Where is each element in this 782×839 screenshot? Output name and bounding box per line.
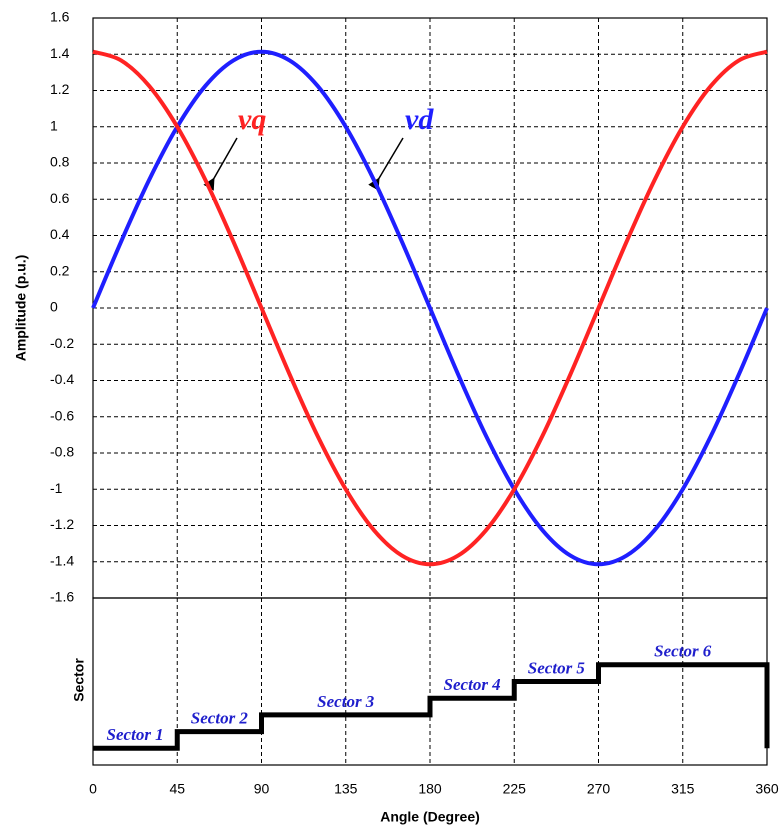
- y-tick-label: 0.4: [50, 226, 70, 242]
- curve: [92, 49, 768, 567]
- y-tick-label: -1.4: [50, 552, 74, 568]
- y-tick-label: -0.4: [50, 371, 74, 387]
- sector-label: Sector 3: [317, 692, 375, 711]
- y-tick-label: 1: [50, 117, 58, 133]
- arrow: [203, 137, 238, 191]
- sector-label: Sector 4: [444, 675, 501, 694]
- y-axis-label: Sector: [71, 658, 87, 702]
- y-tick-label: 1.6: [50, 9, 70, 25]
- x-tick-label: 315: [671, 781, 695, 797]
- step-line: [93, 662, 770, 751]
- y-tick-label: 1.4: [50, 45, 70, 61]
- y-tick-label: -0.2: [50, 335, 74, 351]
- x-tick-label: 135: [334, 781, 358, 797]
- sector-label: Sector 5: [528, 658, 586, 677]
- y-tick-label: 0.8: [50, 154, 70, 170]
- y-tick-label: 0.6: [50, 190, 70, 206]
- x-tick-label: 270: [587, 781, 611, 797]
- y-tick-label: -1.6: [50, 589, 74, 605]
- x-axis-label: Angle (Degree): [380, 809, 480, 825]
- y-axis-label: Amplitude (p.u.): [13, 255, 29, 362]
- x-tick-label: 0: [89, 781, 97, 797]
- sector-label: Sector 2: [191, 709, 249, 728]
- y-tick-label: 0: [50, 299, 58, 315]
- sector-label: Sector 6: [654, 642, 712, 661]
- curve: [91, 49, 769, 567]
- y-tick-label: -1.2: [50, 516, 74, 532]
- y-tick-label: -0.8: [50, 444, 74, 460]
- x-tick-label: 360: [755, 781, 779, 797]
- x-tick-label: 225: [503, 781, 527, 797]
- sector-label: Sector 1: [107, 725, 164, 744]
- x-tick-label: 180: [418, 781, 442, 797]
- x-tick-label: 90: [254, 781, 270, 797]
- series-label: vd: [405, 103, 434, 136]
- y-tick-label: -1: [50, 480, 63, 496]
- y-tick-label: 1.2: [50, 81, 70, 97]
- series-label: vq: [238, 103, 266, 136]
- y-tick-label: -0.6: [50, 407, 74, 423]
- y-tick-label: 0.2: [50, 262, 70, 278]
- x-tick-label: 45: [169, 781, 185, 797]
- arrow: [368, 137, 404, 191]
